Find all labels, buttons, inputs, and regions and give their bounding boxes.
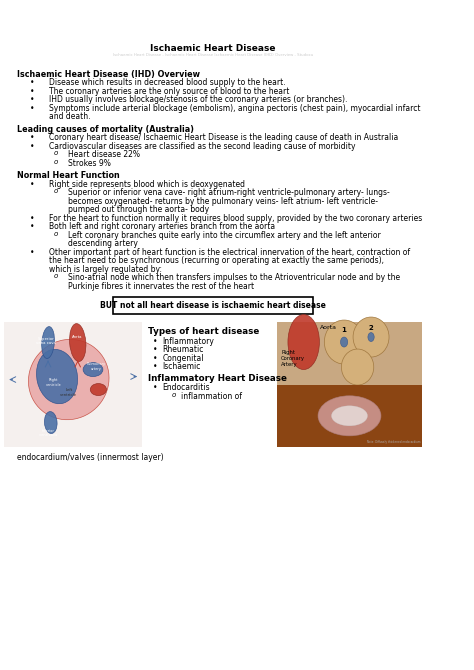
Text: o: o [53,273,57,279]
Ellipse shape [42,326,55,358]
Ellipse shape [83,362,103,377]
Text: Congenital: Congenital [163,354,204,362]
Ellipse shape [353,317,389,357]
Text: o: o [53,150,57,156]
Text: •: • [153,345,158,354]
Text: Other important part of heart function is the electrical innervation of the hear: Other important part of heart function i… [49,247,410,257]
Text: Right
Coronary
Artery: Right Coronary Artery [281,350,305,366]
Text: Symptoms include arterial blockage (embolism), angina pectoris (chest pain), myo: Symptoms include arterial blockage (embo… [49,104,420,113]
Ellipse shape [70,324,86,362]
Text: •: • [30,180,34,188]
Text: Leading causes of mortality (Australia): Leading causes of mortality (Australia) [17,125,194,133]
Text: •: • [30,78,34,87]
Text: Ischaemic Heart Disease - Ischaemic Heart Disease Ischaemic Heart Disease (IHD) : Ischaemic Heart Disease - Ischaemic Hear… [113,52,313,56]
Ellipse shape [340,337,348,347]
Text: pumped out through the aorta- body: pumped out through the aorta- body [68,205,209,214]
Text: •: • [30,141,34,151]
Ellipse shape [288,314,319,370]
Text: Ischaemic Heart Disease: Ischaemic Heart Disease [150,44,276,52]
Text: •: • [153,362,158,371]
Text: Heart disease 22%: Heart disease 22% [68,150,140,159]
Ellipse shape [28,340,109,419]
Text: Coronary heart disease/ Ischaemic Heart Disease is the leading cause of death in: Coronary heart disease/ Ischaemic Heart … [49,133,398,142]
Text: •: • [30,247,34,257]
Text: Both left and right coronary arteries branch from the aorta: Both left and right coronary arteries br… [49,222,275,231]
Ellipse shape [90,383,107,395]
Text: Left coronary branches quite early into the circumflex artery and the left anter: Left coronary branches quite early into … [68,230,381,240]
Text: •: • [30,95,34,104]
Text: Rheumatic: Rheumatic [163,345,204,354]
Text: which is largely regulated by:: which is largely regulated by: [49,265,162,273]
Text: Superior
vena cava: Superior vena cava [36,336,56,345]
FancyBboxPatch shape [277,385,422,447]
Ellipse shape [45,411,57,433]
Text: •: • [153,383,158,392]
Text: Strokes 9%: Strokes 9% [68,159,111,168]
Text: •: • [153,336,158,346]
Text: inflammation of: inflammation of [181,391,242,401]
Text: Cardiovascular diseases are classified as the second leading cause of morbidity: Cardiovascular diseases are classified a… [49,141,356,151]
Text: Aorta: Aorta [73,334,83,338]
Text: the heart need to be synchronous (recurring or operating at exactly the same per: the heart need to be synchronous (recurr… [49,256,384,265]
FancyBboxPatch shape [4,322,142,447]
FancyBboxPatch shape [113,297,313,314]
Text: Inflammatory Heart Disease: Inflammatory Heart Disease [148,374,287,383]
Text: endocardium/valves (innermost layer): endocardium/valves (innermost layer) [17,453,164,462]
Text: •: • [30,86,34,96]
Text: Pulmonary
artery: Pulmonary artery [87,362,106,371]
FancyBboxPatch shape [277,322,422,447]
Text: Purkinje fibres it innervates the rest of the heart: Purkinje fibres it innervates the rest o… [68,281,254,291]
Text: becomes oxygenated- returns by the pulmonary veins- left atrium- left ventricle-: becomes oxygenated- returns by the pulmo… [68,196,378,206]
Text: Disease which results in decreased blood supply to the heart.: Disease which results in decreased blood… [49,78,286,87]
Text: Inferior
vena cava: Inferior vena cava [39,429,57,437]
Text: •: • [30,222,34,231]
Text: o: o [171,391,175,397]
FancyBboxPatch shape [277,322,422,385]
Ellipse shape [341,349,374,385]
Text: Normal Heart Function: Normal Heart Function [17,171,120,180]
Ellipse shape [324,320,364,364]
Text: Ischaemic: Ischaemic [163,362,201,371]
Text: o: o [53,159,57,165]
Text: Right side represents blood which is deoxygenated: Right side represents blood which is deo… [49,180,245,188]
Text: Inflammatory: Inflammatory [163,336,215,346]
Text: Note: Diffusely thickened endocardium: Note: Diffusely thickened endocardium [367,440,420,444]
Text: •: • [30,104,34,113]
Text: Sino-atrial node which then transfers impulses to the Atrioventricular node and : Sino-atrial node which then transfers im… [68,273,400,282]
Text: o: o [53,230,57,237]
Text: •: • [30,133,34,142]
Text: For the heart to function normally it requires blood supply, provided by the two: For the heart to function normally it re… [49,214,422,222]
Text: and death.: and death. [49,112,91,121]
Text: Types of heart disease: Types of heart disease [148,327,259,336]
Text: The coronary arteries are the only source of blood to the heart: The coronary arteries are the only sourc… [49,86,289,96]
Text: •: • [30,214,34,222]
Text: Right
ventricle: Right ventricle [46,379,61,387]
Text: 1: 1 [341,327,346,333]
Ellipse shape [368,332,374,342]
Text: IHD usually involves blockage/stenosis of the coronary arteries (or branches).: IHD usually involves blockage/stenosis o… [49,95,347,104]
Text: 2: 2 [368,325,373,331]
Text: BUT not all heart disease is ischaemic heart disease: BUT not all heart disease is ischaemic h… [100,301,326,310]
Text: •: • [153,354,158,362]
Text: o: o [53,188,57,194]
Text: Aorta: Aorta [320,325,337,330]
Ellipse shape [331,406,367,426]
Text: Endocarditis: Endocarditis [163,383,210,392]
Text: Ischaemic Heart Disease (IHD) Overview: Ischaemic Heart Disease (IHD) Overview [17,70,200,78]
Text: Left
ventricle: Left ventricle [60,388,77,397]
Ellipse shape [318,396,381,436]
Text: descending artery: descending artery [68,239,138,248]
Ellipse shape [36,349,78,404]
Text: Superior or inferior vena cave- right atrium-right ventricle-pulmonary artery- l: Superior or inferior vena cave- right at… [68,188,390,197]
